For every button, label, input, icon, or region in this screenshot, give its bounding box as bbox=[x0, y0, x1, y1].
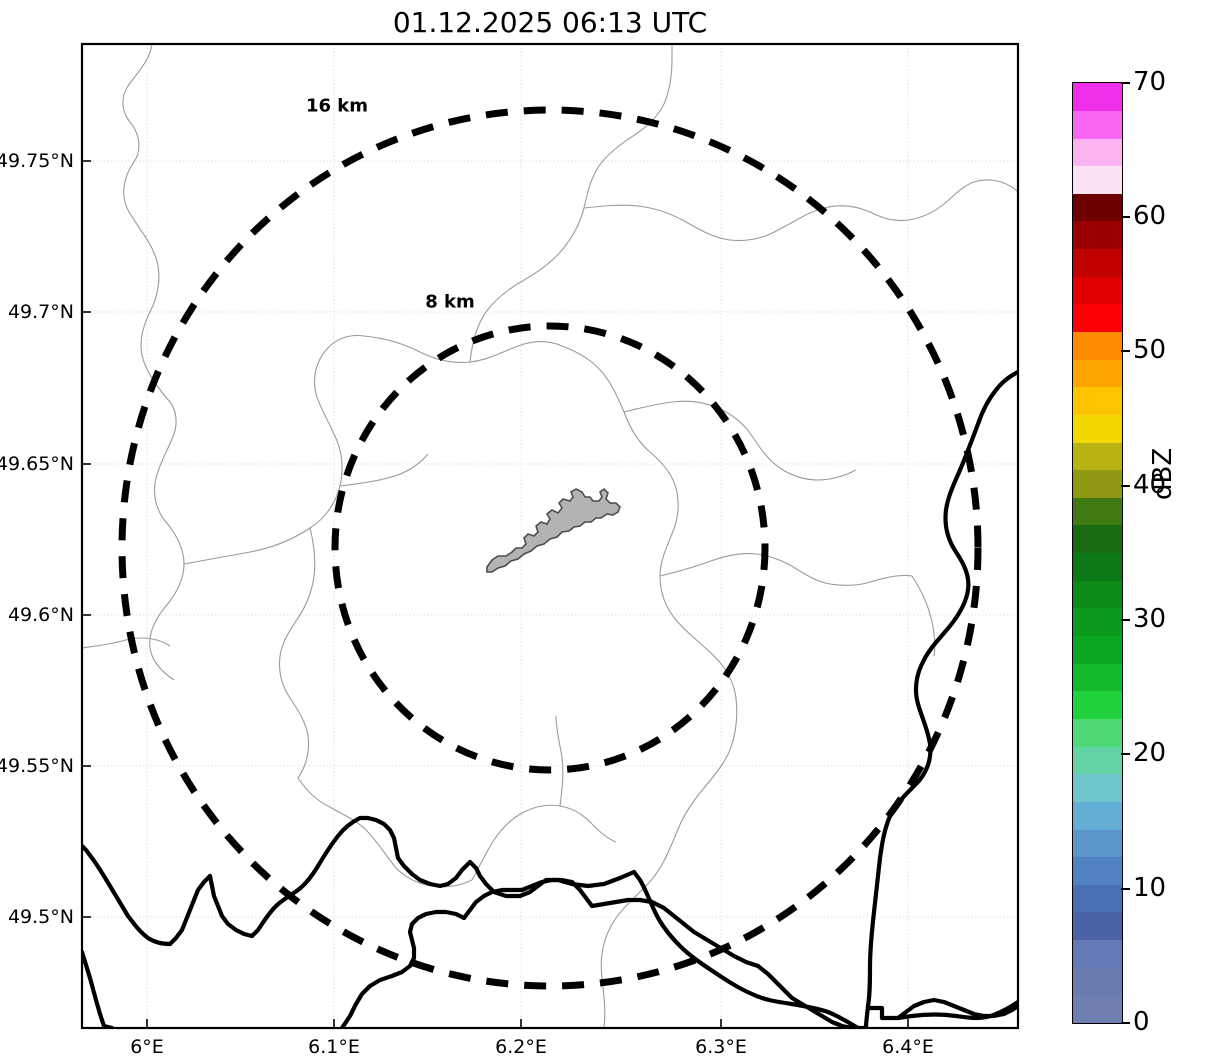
colorbar[interactable] bbox=[1072, 82, 1123, 1024]
colorbar-band bbox=[1073, 967, 1122, 996]
range-rings bbox=[118, 106, 982, 990]
colorbar-band bbox=[1073, 829, 1122, 858]
colorbar-tick-label: 10 bbox=[1133, 873, 1167, 903]
colorbar-band bbox=[1073, 636, 1122, 664]
colorbar-band bbox=[1073, 304, 1122, 332]
y-tick-label: 49.75°N bbox=[0, 150, 74, 172]
colorbar-band bbox=[1073, 663, 1122, 692]
range-ring-8km bbox=[331, 322, 769, 774]
luxembourg-city-polygon[interactable] bbox=[486, 487, 621, 573]
colorbar-tick-mark bbox=[1121, 82, 1130, 84]
y-axis-tick-labels: 49.75°N 49.7°N 49.65°N 49.6°N 49.55°N 49… bbox=[0, 0, 74, 1064]
y-tick-label: 49.55°N bbox=[0, 755, 74, 777]
colorbar-tick-mark bbox=[1121, 216, 1130, 218]
colorbar-band bbox=[1073, 276, 1122, 305]
y-tick-label: 49.7°N bbox=[7, 301, 74, 323]
colorbar-band bbox=[1073, 470, 1122, 498]
colorbar-band bbox=[1073, 110, 1122, 139]
graticule-grid bbox=[82, 44, 1018, 1028]
colorbar-tick-mark bbox=[1121, 888, 1130, 890]
colorbar-tick-mark bbox=[1121, 619, 1130, 621]
colorbar-tick-mark bbox=[1121, 485, 1130, 487]
colorbar-band bbox=[1073, 221, 1122, 250]
colorbar-band bbox=[1073, 691, 1122, 719]
x-tick-label: 6.1°E bbox=[308, 1036, 360, 1058]
colorbar-band bbox=[1073, 774, 1122, 802]
colorbar-band bbox=[1073, 857, 1122, 885]
colorbar-band bbox=[1073, 193, 1122, 222]
colorbar-band bbox=[1073, 359, 1122, 388]
colorbar-band bbox=[1073, 249, 1122, 277]
colorbar-band bbox=[1073, 166, 1122, 194]
x-tick-label: 6.4°E bbox=[882, 1036, 934, 1058]
colorbar-tick-label: 70 bbox=[1133, 67, 1167, 97]
y-tick-label: 49.6°N bbox=[7, 604, 74, 626]
x-tick-label: 6.3°E bbox=[695, 1036, 747, 1058]
colorbar-tick-label: 0 bbox=[1133, 1007, 1150, 1037]
colorbar-band bbox=[1073, 995, 1122, 1023]
colorbar-band bbox=[1073, 718, 1122, 747]
national-border bbox=[82, 369, 1018, 1028]
colorbar-band bbox=[1073, 608, 1122, 637]
colorbar-band bbox=[1073, 525, 1122, 554]
colorbar-tick-label: 50 bbox=[1133, 335, 1167, 365]
colorbar-band bbox=[1073, 553, 1122, 581]
range-ring-label-16km: 16 km bbox=[305, 95, 369, 117]
colorbar-band bbox=[1073, 331, 1122, 360]
axis-tick-marks bbox=[82, 160, 909, 1028]
colorbar-band bbox=[1073, 580, 1122, 609]
y-tick-label: 49.65°N bbox=[0, 453, 74, 475]
colorbar-band bbox=[1073, 940, 1122, 968]
colorbar-tick-mark bbox=[1121, 753, 1130, 755]
colorbar-band bbox=[1073, 414, 1122, 443]
colorbar-tick-mark bbox=[1121, 1022, 1130, 1024]
colorbar-band bbox=[1073, 746, 1122, 775]
range-ring-label-8km: 8 km bbox=[425, 291, 475, 313]
colorbar-band bbox=[1073, 801, 1122, 830]
colorbar-band bbox=[1073, 442, 1122, 471]
colorbar-tick-label: 20 bbox=[1133, 738, 1167, 768]
colorbar-band bbox=[1073, 497, 1122, 526]
colorbar-tick-mark bbox=[1121, 350, 1130, 352]
range-ring-16km bbox=[118, 106, 982, 990]
colorbar-tick-label: 40 bbox=[1133, 470, 1167, 500]
plot-frame bbox=[80, 42, 1020, 1030]
x-tick-label: 6°E bbox=[130, 1036, 164, 1058]
colorbar-band bbox=[1073, 83, 1122, 111]
x-tick-label: 6.2°E bbox=[495, 1036, 547, 1058]
colorbar-band bbox=[1073, 138, 1122, 167]
colorbar-axis-label: dBZ bbox=[1148, 447, 1178, 500]
urban-area-shape bbox=[486, 487, 621, 573]
colorbar-band bbox=[1073, 884, 1122, 913]
colorbar-tick-label: 30 bbox=[1133, 604, 1167, 634]
colorbar-band bbox=[1073, 912, 1122, 941]
page-title: 01.12.2025 06:13 UTC bbox=[392, 6, 708, 39]
colorbar-tick-label: 60 bbox=[1133, 201, 1167, 231]
y-tick-label: 49.5°N bbox=[7, 906, 74, 928]
colorbar-band bbox=[1073, 387, 1122, 415]
